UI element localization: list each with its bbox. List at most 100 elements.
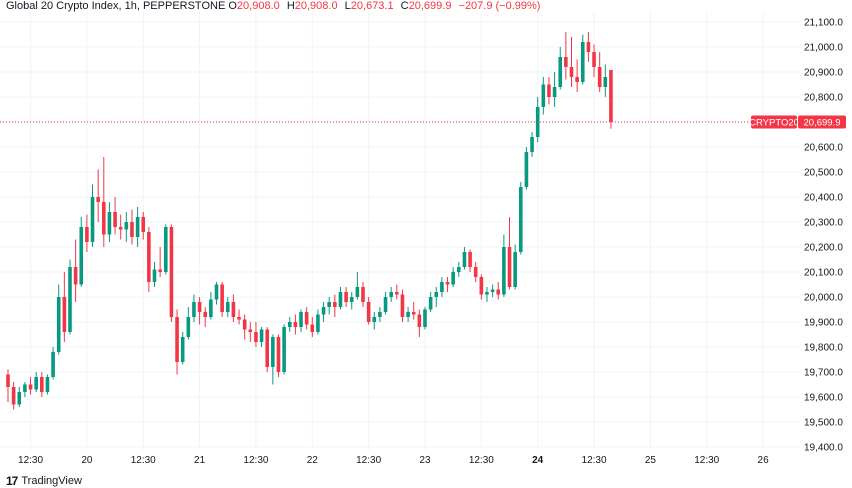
candle-body[interactable] [135, 217, 140, 237]
candle-body[interactable] [107, 212, 112, 235]
candle-body[interactable] [113, 212, 117, 227]
candle-body[interactable] [163, 227, 168, 272]
candle-body[interactable] [299, 312, 303, 327]
candle-body[interactable] [440, 282, 444, 292]
candle-body[interactable] [203, 312, 208, 317]
candle-body[interactable] [276, 337, 281, 372]
candle-body[interactable] [609, 70, 613, 122]
candle-body[interactable] [338, 292, 343, 307]
candle-body[interactable] [152, 269, 157, 283]
candle-body[interactable] [23, 384, 27, 393]
candle-body[interactable] [186, 317, 191, 337]
candle-body[interactable] [271, 337, 275, 367]
candle-body[interactable] [28, 384, 33, 390]
candle-body[interactable] [580, 42, 585, 82]
candle-body[interactable] [68, 267, 72, 332]
candle-body[interactable] [518, 187, 523, 252]
candle-body[interactable] [265, 329, 270, 368]
candle-body[interactable] [468, 252, 472, 267]
candle-body[interactable] [287, 322, 292, 327]
candle-body[interactable] [327, 302, 331, 307]
candle-body[interactable] [395, 292, 399, 295]
candle-body[interactable] [502, 247, 506, 295]
candle-body[interactable] [192, 302, 196, 317]
candle-body[interactable] [242, 319, 247, 330]
candle-body[interactable] [333, 302, 337, 307]
candle-body[interactable] [130, 222, 134, 237]
candle-body[interactable] [158, 269, 162, 273]
candle-body[interactable] [485, 292, 489, 295]
candle-body[interactable] [592, 52, 596, 67]
candle-body[interactable] [389, 292, 393, 297]
candle-body[interactable] [225, 302, 230, 312]
candle-body[interactable] [34, 377, 38, 390]
candle-body[interactable] [603, 77, 608, 87]
candle-body[interactable] [197, 302, 202, 312]
candle-body[interactable] [237, 317, 241, 320]
candle-body[interactable] [180, 337, 185, 362]
candle-body[interactable] [175, 317, 179, 362]
candle-body[interactable] [220, 284, 224, 313]
candle-body[interactable] [417, 314, 422, 328]
candle-body[interactable] [321, 307, 326, 315]
candle-body[interactable] [406, 312, 410, 317]
candle-body[interactable] [209, 299, 213, 318]
candle-body[interactable] [17, 392, 22, 405]
candle-body[interactable] [141, 217, 146, 232]
candle-body[interactable] [6, 374, 10, 388]
candle-body[interactable] [85, 227, 89, 242]
candle-body[interactable] [564, 57, 568, 67]
candle-body[interactable] [248, 329, 253, 333]
candle-body[interactable] [101, 202, 106, 235]
candle-body[interactable] [316, 314, 320, 333]
candle-body[interactable] [45, 377, 50, 392]
candle-body[interactable] [361, 287, 365, 302]
candle-body[interactable] [51, 352, 55, 377]
candle-body[interactable] [73, 267, 78, 285]
candle-body[interactable] [457, 267, 461, 272]
candle-body[interactable] [344, 292, 348, 302]
candle-body[interactable] [400, 294, 405, 318]
candle-body[interactable] [293, 322, 298, 327]
candle-body[interactable] [575, 77, 579, 82]
candle-body[interactable] [541, 84, 546, 108]
candle-body[interactable] [355, 287, 360, 297]
candle-body[interactable] [513, 252, 517, 287]
candle-body[interactable] [507, 247, 512, 287]
candle-body[interactable] [118, 227, 123, 230]
candle-body[interactable] [586, 42, 591, 52]
candle-body[interactable] [383, 297, 388, 312]
candle-body[interactable] [79, 227, 84, 285]
candle-body[interactable] [254, 332, 258, 342]
candle-body[interactable] [547, 84, 551, 98]
candle-body[interactable] [56, 297, 61, 352]
candle-body[interactable] [597, 67, 602, 87]
candle-body[interactable] [304, 312, 309, 325]
candle-body[interactable] [40, 377, 44, 392]
candle-body[interactable] [62, 297, 67, 332]
candle-body[interactable] [147, 232, 151, 282]
candle-body[interactable] [434, 292, 439, 297]
candle-body[interactable] [524, 152, 529, 187]
candle-body[interactable] [445, 282, 450, 285]
candle-body[interactable] [310, 324, 315, 333]
candle-body[interactable] [214, 284, 219, 300]
candle-body[interactable] [530, 137, 534, 152]
candle-body[interactable] [378, 312, 382, 317]
candle-body[interactable] [411, 312, 416, 315]
candle-body[interactable] [372, 317, 377, 322]
candle-body[interactable] [558, 57, 563, 87]
candle-body[interactable] [11, 387, 16, 405]
candle-body[interactable] [490, 289, 495, 293]
candle-body[interactable] [169, 227, 174, 317]
candle-body[interactable] [451, 272, 455, 285]
candle-body[interactable] [496, 289, 501, 295]
candle-body[interactable] [462, 252, 467, 267]
tradingview-logo[interactable]: 17 TradingView [6, 474, 82, 488]
candle-body[interactable] [124, 222, 129, 230]
candle-body[interactable] [552, 87, 557, 97]
candle-body[interactable] [349, 297, 354, 302]
candle-body[interactable] [259, 329, 264, 343]
candle-body[interactable] [231, 302, 236, 317]
